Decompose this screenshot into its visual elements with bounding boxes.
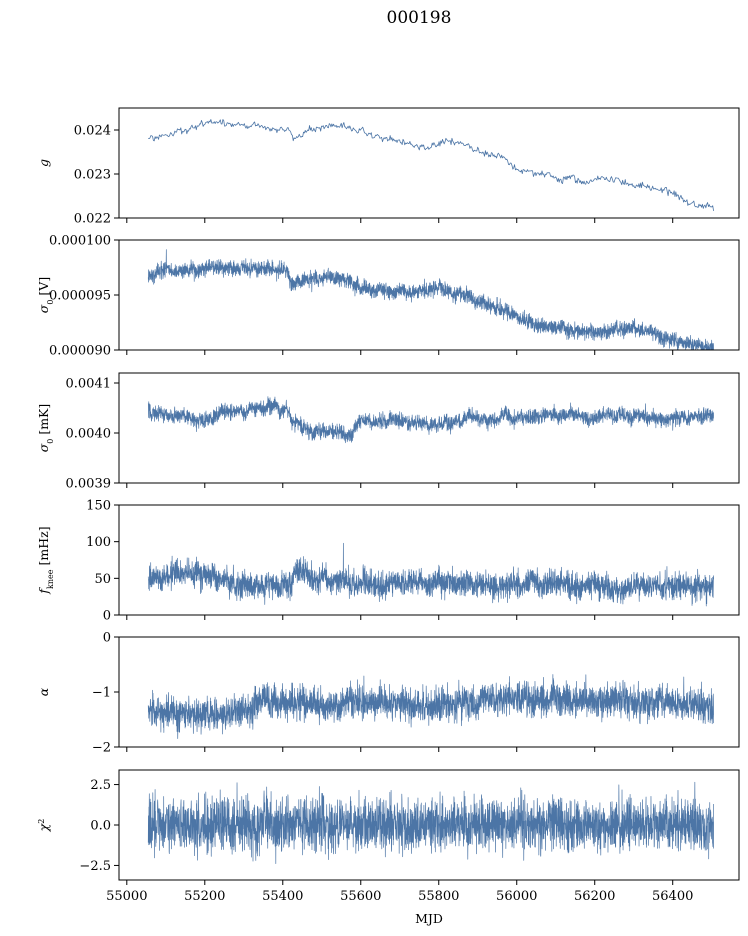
y-axis-label-g: g — [36, 159, 51, 167]
y-tick-label: 0.024 — [74, 124, 111, 139]
x-tick-label: 55000 — [106, 889, 147, 904]
y-axis-label-fknee: fknee [mHz] — [36, 526, 55, 594]
panel-chi2: −2.5 0.0 2.5 χ2 55000 55200 55400 55600 55800 560… — [36, 769, 740, 904]
series-line-g — [148, 119, 714, 211]
y-axis-label-alpha: α — [36, 687, 51, 696]
y-tick-label: 0.0039 — [66, 477, 112, 492]
panel-sigma0-v: 0.000090 0.000095 0.000100 σ0 [V] — [36, 234, 740, 359]
y-tick-label: −1 — [92, 686, 111, 701]
series-line-fknee — [147, 542, 714, 607]
series-line-chi2 — [147, 781, 714, 864]
panel-alpha: −2 −1 0 α — [36, 631, 740, 756]
y-axis-label-sigma0-mk: σ0 [mK] — [36, 404, 55, 453]
x-tick-label: 56000 — [496, 889, 537, 904]
y-tick-label: 0.000095 — [49, 289, 111, 304]
y-tick-label: 50 — [94, 572, 111, 587]
y-tick-label: −2 — [92, 741, 111, 756]
y-axis-label-chi2: χ2 — [36, 819, 51, 833]
x-tick-label: 55200 — [184, 889, 225, 904]
x-tick-label: 55600 — [340, 889, 381, 904]
series-line-sigma0-mk — [147, 396, 714, 444]
panel-sigma0-mk: 0.0039 0.0040 0.0041 σ0 [mK] — [36, 372, 740, 492]
panel-fknee: 0 50 100 150 fknee [mHz] — [36, 499, 740, 624]
y-tick-label: 0 — [103, 631, 111, 646]
series-line-alpha — [147, 674, 714, 739]
axes-frame-g — [118, 107, 740, 219]
y-tick-label: 0.0041 — [66, 377, 112, 392]
y-tick-label: 0.0040 — [66, 427, 112, 442]
series-line-sigma0-v — [147, 249, 714, 350]
y-tick-label: −2.5 — [79, 859, 111, 874]
x-tick-label: 56400 — [652, 889, 693, 904]
panel-g: 0.022 0.023 0.024 g — [36, 107, 740, 227]
figure-title: 000198 — [387, 8, 452, 28]
y-tick-label: 150 — [86, 499, 111, 514]
x-tick-label: 55400 — [262, 889, 303, 904]
y-tick-label: 2.5 — [90, 778, 111, 793]
y-tick-label: 0.0 — [90, 819, 111, 834]
y-tick-label: 0 — [103, 609, 111, 624]
y-tick-label: 100 — [86, 535, 111, 550]
panels-group: 0.0220.0230.024g0.0000900.0000950.000100… — [36, 107, 740, 904]
x-axis-label: MJD — [415, 911, 443, 926]
x-tick-label: 55800 — [418, 889, 459, 904]
y-tick-label: 0.023 — [74, 168, 111, 183]
y-tick-label: 0.000090 — [49, 344, 111, 359]
y-axis-label-sigma0-v: σ0 [V] — [36, 277, 55, 313]
axes-frame-fknee — [118, 504, 740, 616]
y-tick-label: 0.000100 — [49, 234, 111, 249]
y-tick-label: 0.022 — [74, 212, 111, 227]
axes-frame-sigma0-mk — [118, 372, 740, 484]
x-tick-label: 56200 — [574, 889, 615, 904]
